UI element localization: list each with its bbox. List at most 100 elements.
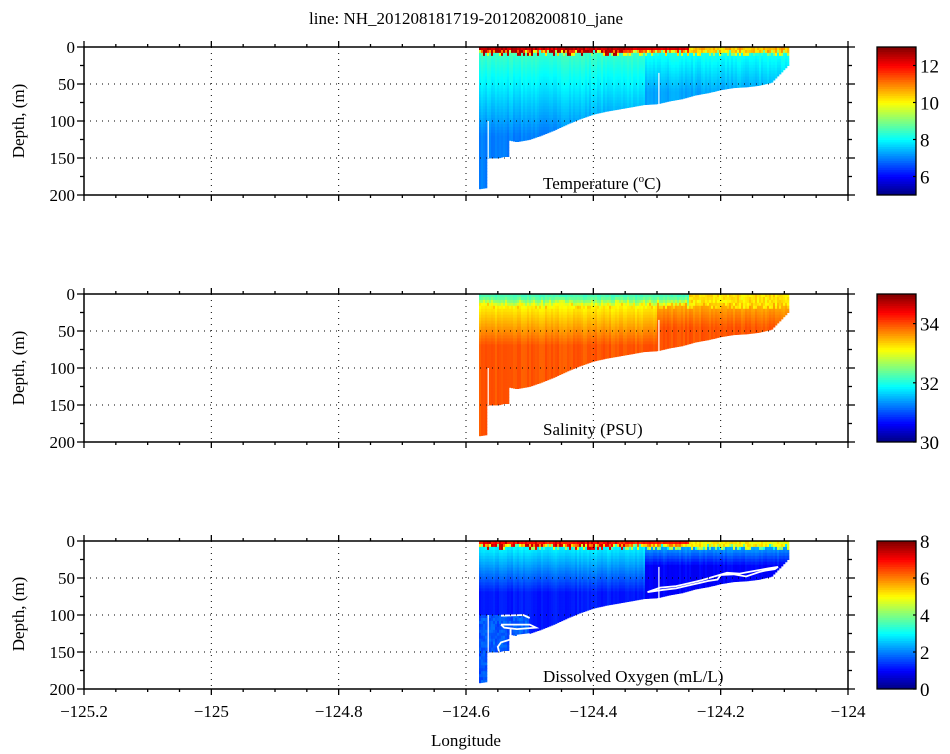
section-cell (509, 88, 512, 92)
section-cell (483, 88, 486, 92)
section-cell (521, 311, 524, 316)
section-cell (549, 47, 552, 51)
section-cell (601, 112, 604, 113)
section-cell (687, 50, 690, 54)
section-cell (649, 88, 652, 92)
section-cell (617, 70, 620, 75)
section-cell (695, 67, 698, 72)
section-cell (755, 61, 758, 66)
section-cell (565, 115, 568, 119)
section-cell (603, 82, 606, 86)
section-cell (533, 103, 536, 107)
section-cell (561, 109, 564, 113)
section-cell (501, 305, 504, 310)
section-cell (767, 64, 770, 69)
section-cell (551, 112, 554, 116)
section-cell (493, 147, 496, 151)
section-cell (539, 61, 542, 66)
section-cell (511, 359, 514, 363)
section-cell (781, 70, 784, 73)
section-cell (525, 305, 528, 310)
section-cell (543, 335, 546, 339)
section-cell (661, 50, 664, 54)
section-cell (531, 344, 534, 348)
section-cell (495, 79, 498, 83)
section-cell (505, 153, 508, 157)
section-cell (517, 368, 520, 372)
section-cell (749, 85, 752, 87)
section-cell (653, 91, 656, 95)
section-cell (673, 76, 676, 80)
section-cell (519, 76, 522, 80)
section-cell (723, 55, 726, 60)
section-cell (525, 70, 528, 75)
section-cell (609, 50, 612, 54)
section-cell (667, 97, 670, 101)
section-cell (479, 317, 482, 322)
colorbar-swatch (877, 65, 916, 69)
section-cell (711, 47, 714, 51)
section-cell (487, 332, 490, 336)
section-cell (639, 100, 642, 104)
section-cell (569, 91, 572, 95)
section-cell (777, 58, 780, 63)
section-cell (565, 52, 568, 57)
section-cell (569, 94, 572, 98)
section-cell (491, 394, 494, 398)
section-cell (525, 297, 528, 301)
section-cell (489, 112, 492, 116)
section-cell (515, 97, 518, 101)
section-cell (485, 415, 488, 419)
section-cell (497, 323, 500, 327)
section-cell (525, 129, 528, 134)
section-cell (769, 61, 772, 66)
section-cell (549, 341, 552, 345)
section-cell (669, 67, 672, 72)
section-cell (677, 79, 680, 83)
section-cell (609, 64, 612, 69)
section-cell (555, 76, 558, 80)
section-cell (479, 97, 482, 101)
section-cell (583, 109, 586, 113)
colorbar-swatch (877, 104, 916, 108)
section-cell (509, 64, 512, 69)
section-cell (547, 302, 550, 307)
section-cell (587, 79, 590, 83)
section-cell (569, 52, 572, 57)
section-cell (615, 94, 618, 98)
section-cell (777, 67, 780, 72)
section-cell (565, 82, 568, 86)
section-cell (767, 58, 770, 63)
section-cell (483, 97, 486, 101)
section-cell (661, 61, 664, 66)
section-cell (519, 61, 522, 66)
section-cell (701, 58, 704, 63)
section-cell (669, 94, 672, 98)
section-cell (639, 50, 642, 54)
section-cell (491, 376, 494, 381)
section-cell (507, 132, 510, 137)
section-cell (761, 70, 764, 75)
section-cell (711, 70, 714, 75)
section-cell (719, 70, 722, 75)
section-cell (515, 88, 518, 92)
section-cell (513, 335, 516, 339)
section-cell (669, 55, 672, 60)
section-cell (523, 347, 526, 351)
section-cell (639, 76, 642, 80)
section-cell (479, 430, 482, 434)
section-cell (481, 58, 484, 63)
section-cell (491, 371, 494, 375)
section-cell (585, 109, 588, 113)
section-cell (609, 55, 612, 60)
section-cell (607, 52, 610, 57)
section-cell (501, 400, 504, 404)
section-cell (723, 50, 726, 54)
section-cell (499, 103, 502, 107)
section-cell (489, 126, 492, 131)
section-cell (493, 379, 496, 384)
section-cell (767, 82, 770, 84)
section-cell (497, 320, 500, 324)
section-cell (493, 397, 496, 401)
section-cell (519, 347, 522, 351)
